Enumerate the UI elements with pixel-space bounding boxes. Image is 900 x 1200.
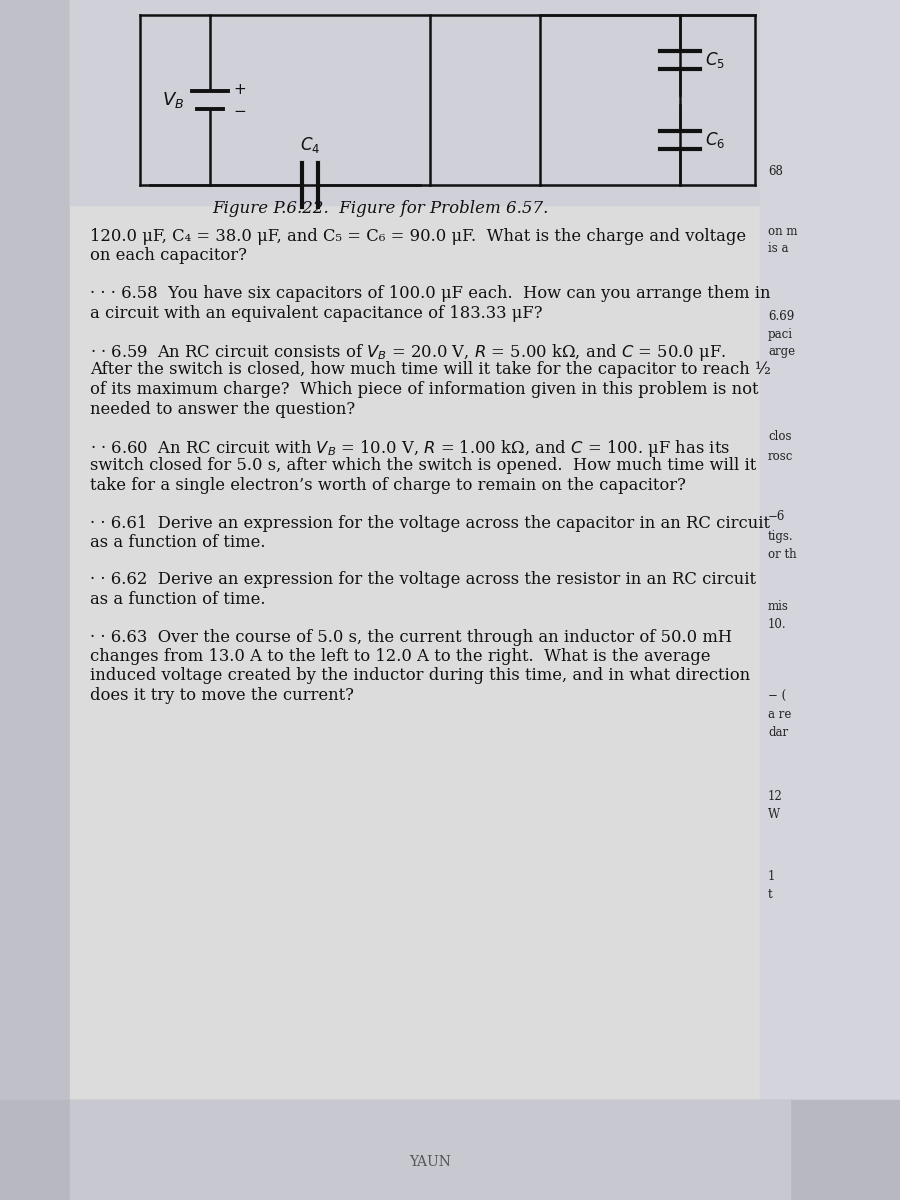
Bar: [70, 0, 790, 205]
Text: · · 6.60  An RC circuit with $V_B$ = 10.0 V, $R$ = 1.00 kΩ, and $C$ = 100. μF ha: · · 6.60 An RC circuit with $V_B$ = 10.0…: [90, 438, 730, 458]
Text: of its maximum charge?  Which piece of information given in this problem is not: of its maximum charge? Which piece of in…: [90, 382, 759, 398]
Bar: [0, 1100, 900, 1200]
Text: $V_B$: $V_B$: [162, 90, 184, 110]
Bar: [70, 1100, 790, 1200]
Text: is a: is a: [768, 242, 788, 254]
Text: changes from 13.0 A to the left to 12.0 A to the right.  What is the average: changes from 13.0 A to the left to 12.0 …: [90, 648, 710, 665]
Text: take for a single electron’s worth of charge to remain on the capacitor?: take for a single electron’s worth of ch…: [90, 476, 686, 494]
Text: · · 6.59  An RC circuit consists of $V_B$ = 20.0 V, $R$ = 5.00 kΩ, and $C$ = 50.: · · 6.59 An RC circuit consists of $V_B$…: [90, 342, 726, 362]
Text: on m: on m: [768, 226, 797, 238]
Text: 6.69: 6.69: [768, 310, 794, 323]
Text: 1: 1: [768, 870, 776, 883]
Text: as a function of time.: as a function of time.: [90, 590, 266, 608]
Text: − (: − (: [768, 690, 787, 703]
Text: $C_4$: $C_4$: [300, 134, 320, 155]
Text: tigs.: tigs.: [768, 530, 794, 542]
Text: arge: arge: [768, 346, 795, 358]
Text: switch closed for 5.0 s, after which the switch is opened.  How much time will i: switch closed for 5.0 s, after which the…: [90, 457, 756, 474]
Text: −: −: [233, 103, 246, 119]
Text: Figure P.6.22.  Figure for Problem 6.57.: Figure P.6.22. Figure for Problem 6.57.: [212, 200, 548, 217]
Text: 12: 12: [768, 790, 783, 803]
Bar: [760, 0, 900, 1200]
Text: as a function of time.: as a function of time.: [90, 534, 266, 551]
Text: · · 6.61  Derive an expression for the voltage across the capacitor in an RC cir: · · 6.61 Derive an expression for the vo…: [90, 515, 770, 532]
Text: dar: dar: [768, 726, 788, 739]
Text: −6: −6: [768, 510, 786, 523]
Text: · · 6.62  Derive an expression for the voltage across the resistor in an RC circ: · · 6.62 Derive an expression for the vo…: [90, 571, 756, 588]
Text: · · 6.63  Over the course of 5.0 s, the current through an inductor of 50.0 mH: · · 6.63 Over the course of 5.0 s, the c…: [90, 629, 732, 646]
Text: or th: or th: [768, 548, 796, 560]
Text: · · · 6.58  You have six capacitors of 100.0 μF each.  How can you arrange them : · · · 6.58 You have six capacitors of 10…: [90, 284, 770, 302]
Text: induced voltage created by the inductor during this time, and in what direction: induced voltage created by the inductor …: [90, 667, 750, 684]
Text: a re: a re: [768, 708, 791, 721]
Text: a circuit with an equivalent capacitance of 183.33 μF?: a circuit with an equivalent capacitance…: [90, 305, 543, 322]
Text: paci: paci: [768, 328, 793, 341]
Text: clos: clos: [768, 430, 791, 443]
Text: 68: 68: [768, 164, 783, 178]
Text: $C_6$: $C_6$: [705, 130, 725, 150]
Text: 120.0 μF, C₄ = 38.0 μF, and C₅ = C₆ = 90.0 μF.  What is the charge and voltage: 120.0 μF, C₄ = 38.0 μF, and C₅ = C₆ = 90…: [90, 228, 746, 245]
Text: t: t: [768, 888, 772, 901]
Text: $C_5$: $C_5$: [705, 50, 725, 70]
Text: W: W: [768, 808, 780, 821]
Text: needed to answer the question?: needed to answer the question?: [90, 401, 356, 418]
Text: After the switch is closed, how much time will it take for the capacitor to reac: After the switch is closed, how much tim…: [90, 361, 771, 378]
Text: 10.: 10.: [768, 618, 787, 631]
Text: rosc: rosc: [768, 450, 794, 463]
Text: does it try to move the current?: does it try to move the current?: [90, 686, 354, 704]
Bar: [70, 0, 790, 1200]
Text: mis: mis: [768, 600, 789, 613]
Text: YAUN: YAUN: [410, 1154, 451, 1169]
Text: +: +: [233, 82, 246, 96]
Text: on each capacitor?: on each capacitor?: [90, 247, 247, 264]
